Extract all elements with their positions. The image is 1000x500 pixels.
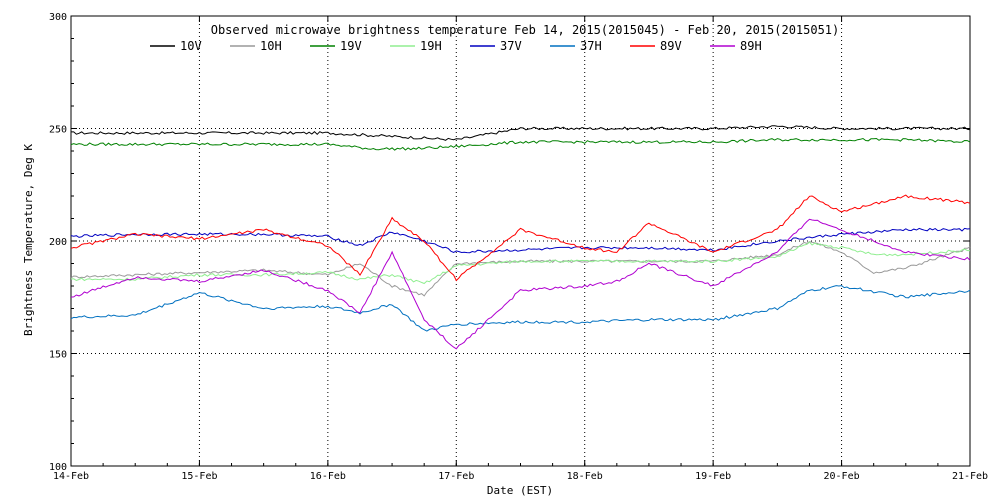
- x-axis-label: Date (EST): [487, 484, 553, 497]
- y-tick-label: 250: [49, 125, 67, 136]
- x-tick-label: 16-Feb: [310, 471, 346, 482]
- x-tick-label: 20-Feb: [824, 471, 860, 482]
- grid-layer: [71, 16, 970, 466]
- y-tick-label: 100: [49, 462, 67, 473]
- series-line-37h: [70, 285, 971, 332]
- x-tick-label: 18-Feb: [567, 471, 603, 482]
- x-tick-label: 15-Feb: [181, 471, 217, 482]
- series-line-10h: [70, 241, 971, 297]
- x-tick-label: 17-Feb: [438, 471, 474, 482]
- series-line-10v: [71, 125, 971, 141]
- legend-label-89h: 89H: [740, 39, 762, 53]
- series-line-37v: [70, 227, 971, 254]
- legend-label-37v: 37V: [500, 39, 522, 53]
- series-layer: [70, 125, 971, 350]
- series-line-89h: [70, 218, 971, 350]
- series-line-19v: [70, 137, 971, 151]
- chart-title: Observed microwave brightness temperatur…: [211, 23, 840, 37]
- legend: 10V 10H 19V 19H 37V 37H 89V 89H: [150, 39, 762, 53]
- legend-label-37h: 37H: [580, 39, 602, 53]
- legend-label-19h: 19H: [420, 39, 442, 53]
- legend-label-10h: 10H: [260, 39, 282, 53]
- x-tick-label: 14-Feb: [53, 471, 89, 482]
- axis-layer: 14-Feb 15-Feb 16-Feb 17-Feb 18-Feb 19-Feb 20-F…: [49, 12, 988, 482]
- x-tick-label: 21-Feb: [952, 471, 988, 482]
- y-tick-label: 300: [49, 12, 67, 23]
- series-line-89v: [70, 194, 971, 282]
- y-tick-label: 200: [49, 237, 67, 248]
- legend-label-10v: 10V: [180, 39, 202, 53]
- y-axis-label: Brightness Temperature, Deg K: [22, 144, 35, 336]
- legend-label-19v: 19V: [340, 39, 362, 53]
- series-line-19h: [70, 241, 971, 285]
- y-tick-label: 150: [49, 350, 67, 361]
- legend-label-89v: 89V: [660, 39, 682, 53]
- x-tick-label: 19-Feb: [695, 471, 731, 482]
